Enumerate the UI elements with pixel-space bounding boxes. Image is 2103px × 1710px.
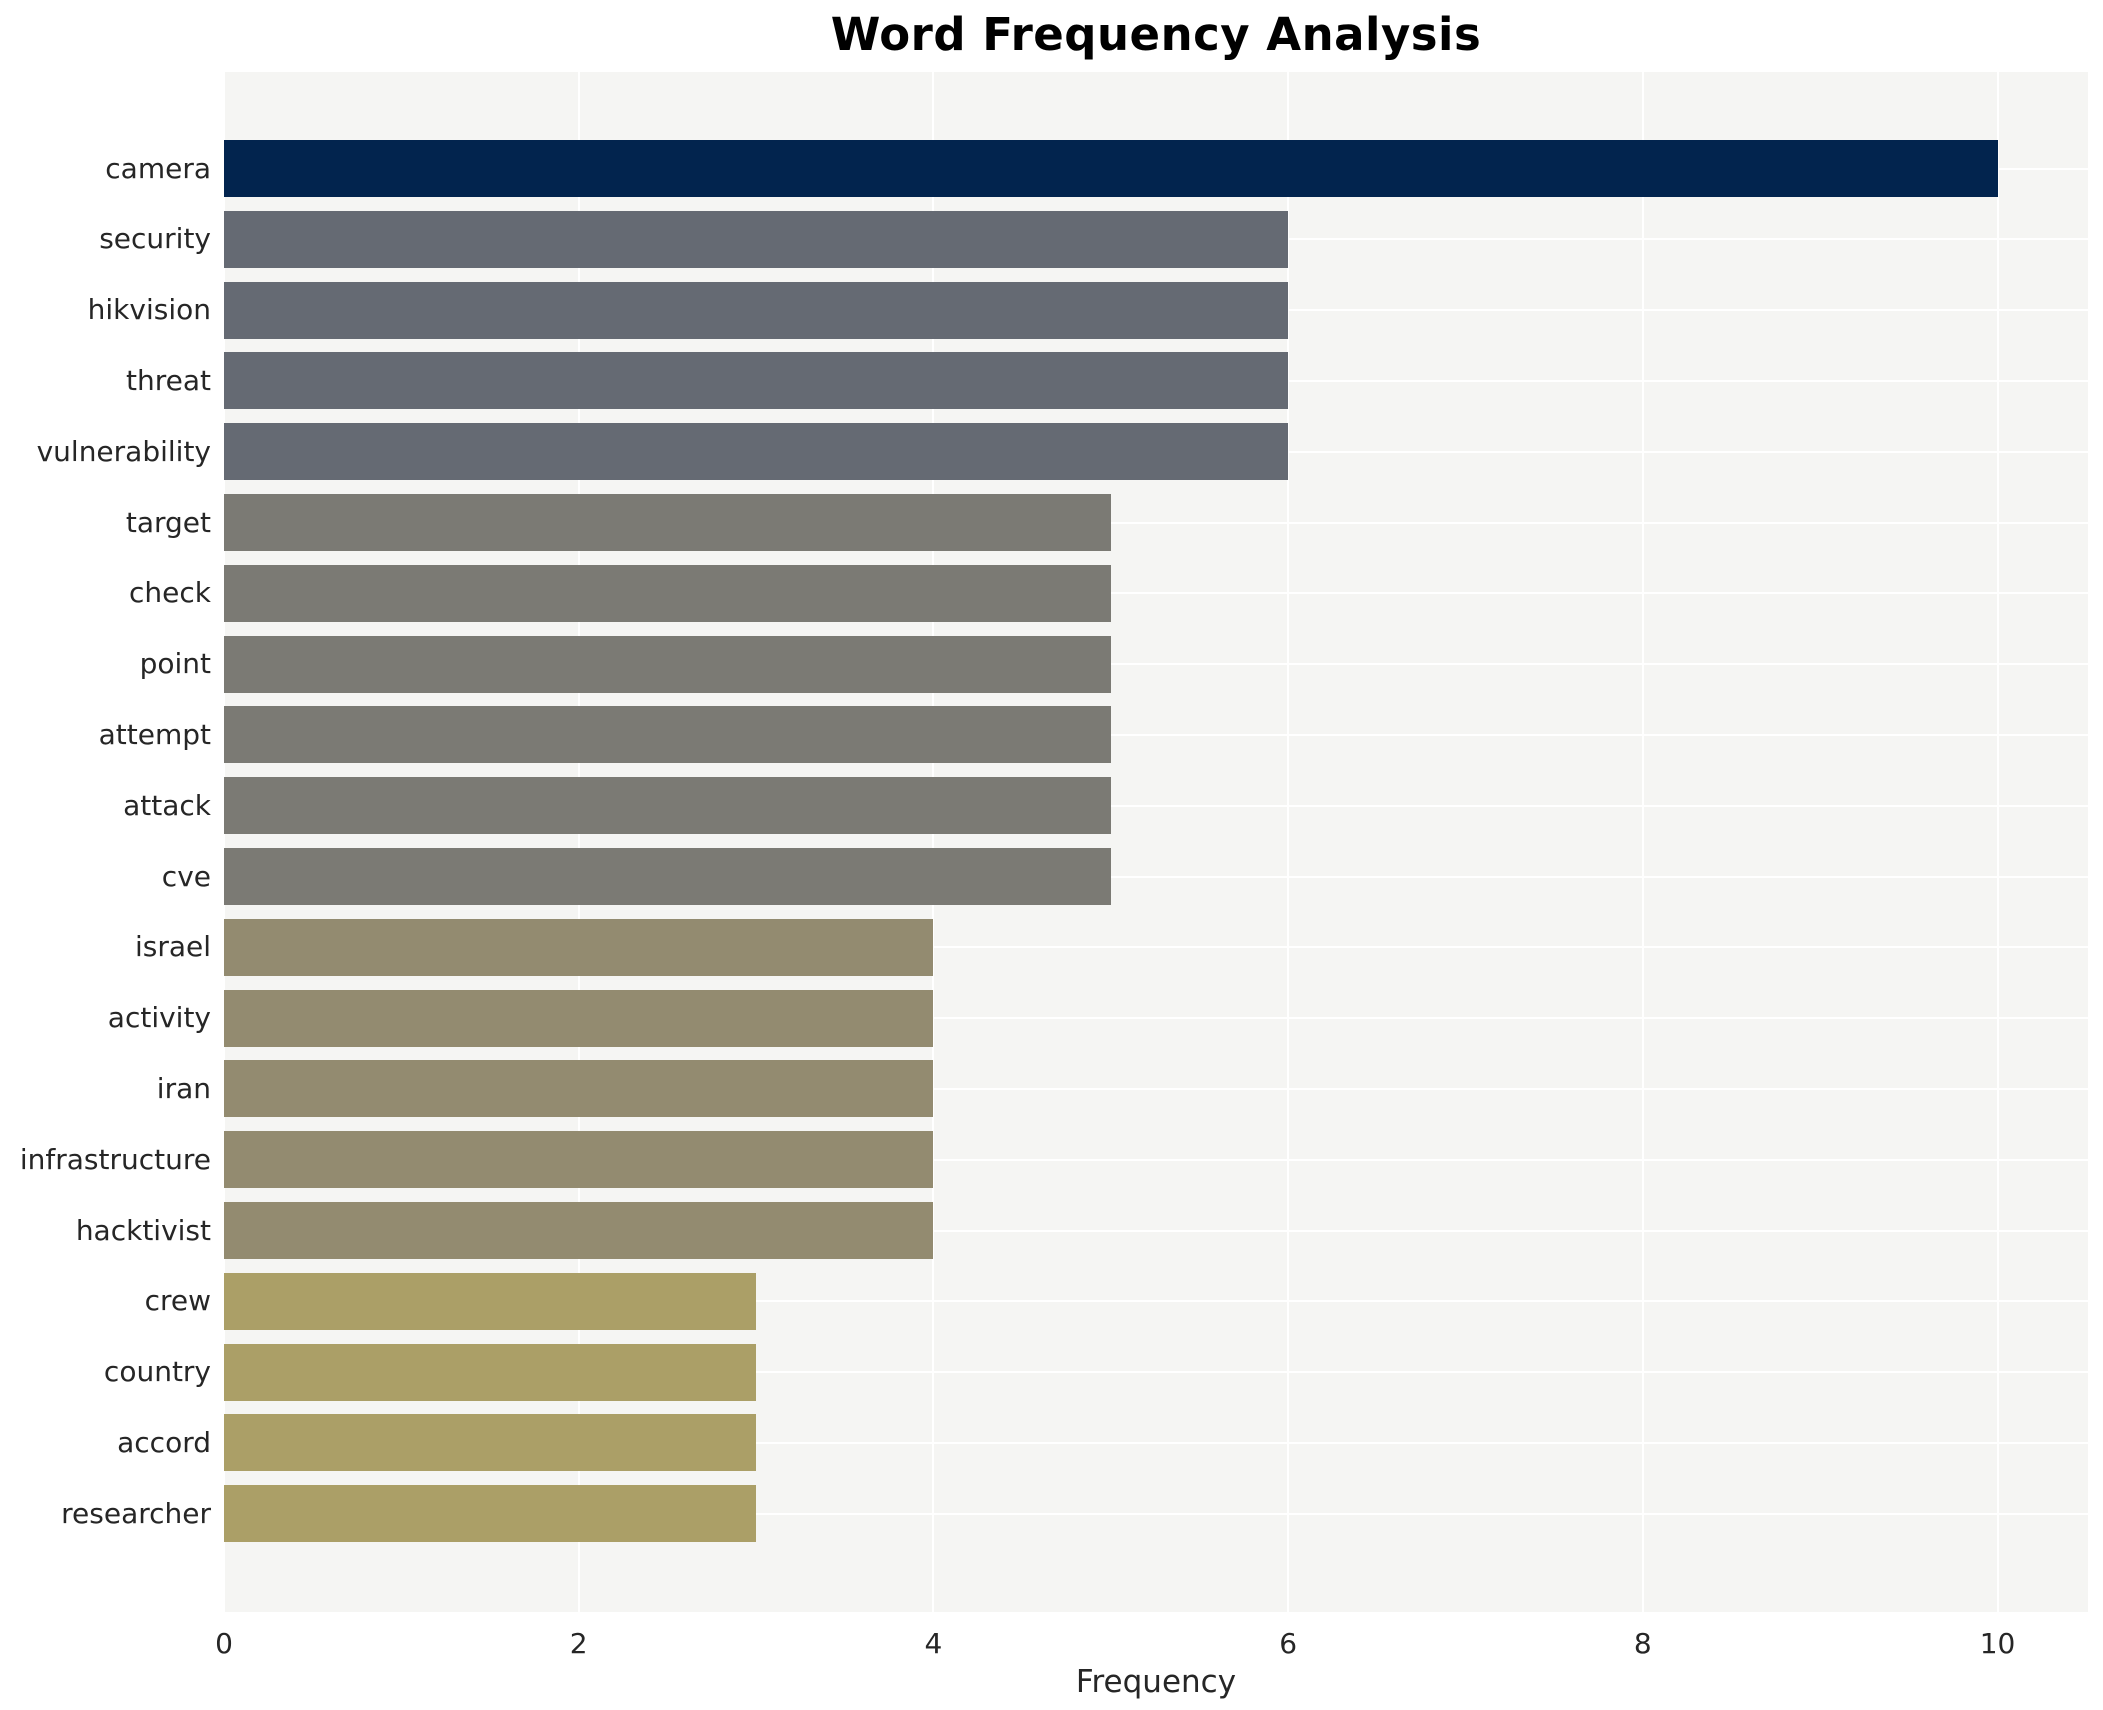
bar-point bbox=[224, 635, 1111, 693]
y-tick-label-attack: attack bbox=[123, 788, 211, 822]
x-tick-label: 2 bbox=[569, 1627, 588, 1660]
y-tick-label-threat: threat bbox=[126, 363, 211, 397]
y-tick-label-vulnerability: vulnerability bbox=[36, 434, 211, 468]
y-tick-label-attempt: attempt bbox=[98, 717, 211, 751]
bar-crew bbox=[224, 1272, 757, 1330]
gridline-x-0 bbox=[224, 72, 225, 1612]
y-tick-label-hikvision: hikvision bbox=[87, 293, 211, 327]
y-tick-label-israel: israel bbox=[134, 930, 211, 964]
bar-hacktivist bbox=[224, 1202, 934, 1259]
x-tick-label: 6 bbox=[1279, 1627, 1298, 1660]
y-tick-label-accord: accord bbox=[117, 1425, 211, 1459]
gridline-y-hacktivist bbox=[224, 1229, 2088, 1232]
y-tick-label-target: target bbox=[125, 505, 211, 539]
y-tick-label-crew: crew bbox=[144, 1284, 211, 1318]
x-tick-label: 10 bbox=[1979, 1627, 2016, 1660]
gridline-y-iran bbox=[224, 1087, 2088, 1090]
x-tick-label: 4 bbox=[924, 1627, 943, 1660]
bar-target bbox=[224, 494, 1111, 551]
bar-cve bbox=[224, 848, 1111, 905]
bar-camera bbox=[224, 140, 1998, 197]
y-tick-label-security: security bbox=[99, 222, 211, 256]
y-axis-category-labels: camera security hikvision threat vulnerabili… bbox=[0, 0, 211, 1710]
bar-attempt bbox=[224, 706, 1111, 764]
gridline-y-country bbox=[224, 1371, 2088, 1374]
y-tick-label-activity: activity bbox=[107, 1001, 211, 1035]
y-tick-label-hacktivist: hacktivist bbox=[75, 1213, 211, 1247]
gridline-y-crew bbox=[224, 1300, 2088, 1303]
bar-iran bbox=[224, 1060, 934, 1118]
chart-title: Word Frequency Analysis bbox=[830, 8, 1482, 61]
bar-threat bbox=[224, 352, 1289, 410]
y-tick-label-camera: camera bbox=[105, 151, 211, 185]
bar-infrastructure bbox=[224, 1131, 934, 1189]
bar-activity bbox=[224, 989, 934, 1047]
gridline-x-10 bbox=[1996, 72, 1999, 1612]
x-tick-label: 8 bbox=[1633, 1627, 1652, 1660]
gridline-x-2 bbox=[577, 72, 580, 1612]
gridline-y-target bbox=[224, 521, 2088, 524]
gridline-y-infrastructure bbox=[224, 1158, 2088, 1161]
gridline-y-israel bbox=[224, 946, 2088, 949]
bar-accord bbox=[224, 1414, 757, 1472]
gridline-y-attempt bbox=[224, 733, 2088, 736]
y-tick-label-iran: iran bbox=[156, 1071, 211, 1105]
gridline-y-accord bbox=[224, 1441, 2088, 1444]
x-axis-tick-labels: 0 2 4 6 8 10 bbox=[0, 1624, 2103, 1664]
bar-security bbox=[224, 210, 1289, 268]
y-tick-label-researcher: researcher bbox=[61, 1496, 211, 1530]
gridline-x-6 bbox=[1287, 72, 1290, 1612]
gridline-y-cve bbox=[224, 875, 2088, 878]
gridline-y-check bbox=[224, 592, 2088, 595]
bar-vulnerability bbox=[224, 423, 1289, 481]
gridline-y-attack bbox=[224, 804, 2088, 807]
y-tick-label-cve: cve bbox=[161, 859, 211, 893]
y-tick-label-check: check bbox=[129, 576, 211, 610]
gridline-x-4 bbox=[932, 72, 935, 1612]
plot-area bbox=[224, 72, 2088, 1612]
gridline-y-researcher bbox=[224, 1512, 2088, 1515]
bar-israel bbox=[224, 918, 934, 976]
y-tick-label-point: point bbox=[139, 647, 211, 681]
x-tick-label: 0 bbox=[215, 1627, 233, 1660]
bar-hikvision bbox=[224, 281, 1289, 339]
gridline-y-point bbox=[224, 663, 2088, 666]
bar-attack bbox=[224, 777, 1111, 835]
bar-researcher bbox=[224, 1485, 757, 1543]
y-tick-label-infrastructure: infrastructure bbox=[19, 1142, 211, 1176]
gridline-x-8 bbox=[1641, 72, 1644, 1612]
bar-check bbox=[224, 564, 1111, 622]
x-axis-title: Frequency bbox=[1075, 1664, 1237, 1700]
y-tick-label-country: country bbox=[103, 1355, 211, 1389]
bar-country bbox=[224, 1343, 757, 1401]
gridline-y-activity bbox=[224, 1017, 2088, 1020]
